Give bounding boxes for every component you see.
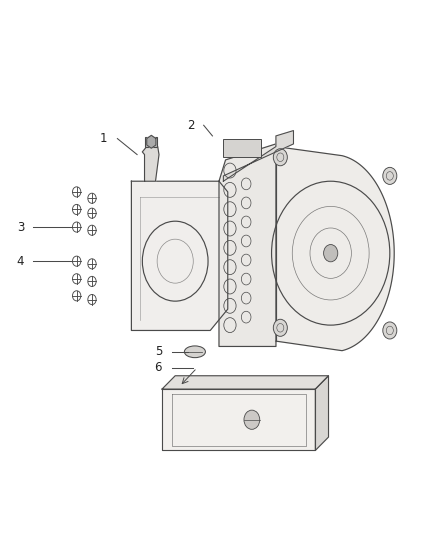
Circle shape bbox=[244, 410, 260, 430]
Circle shape bbox=[273, 149, 287, 166]
Polygon shape bbox=[162, 376, 328, 389]
Polygon shape bbox=[142, 147, 159, 181]
Polygon shape bbox=[223, 131, 293, 181]
Circle shape bbox=[324, 245, 338, 262]
Polygon shape bbox=[276, 147, 394, 351]
Text: 5: 5 bbox=[155, 345, 162, 358]
Text: 2: 2 bbox=[187, 119, 195, 132]
Bar bbox=[223, 139, 261, 157]
Polygon shape bbox=[162, 389, 315, 450]
Text: 6: 6 bbox=[155, 361, 162, 374]
Polygon shape bbox=[219, 144, 276, 346]
Polygon shape bbox=[131, 181, 228, 330]
Ellipse shape bbox=[184, 346, 205, 358]
Text: 1: 1 bbox=[100, 132, 107, 145]
Polygon shape bbox=[315, 376, 328, 450]
Circle shape bbox=[383, 322, 397, 339]
Text: 3: 3 bbox=[17, 221, 24, 233]
Bar bbox=[145, 137, 157, 147]
Text: 4: 4 bbox=[17, 255, 24, 268]
Circle shape bbox=[383, 167, 397, 184]
Polygon shape bbox=[147, 135, 156, 148]
Circle shape bbox=[273, 319, 287, 336]
